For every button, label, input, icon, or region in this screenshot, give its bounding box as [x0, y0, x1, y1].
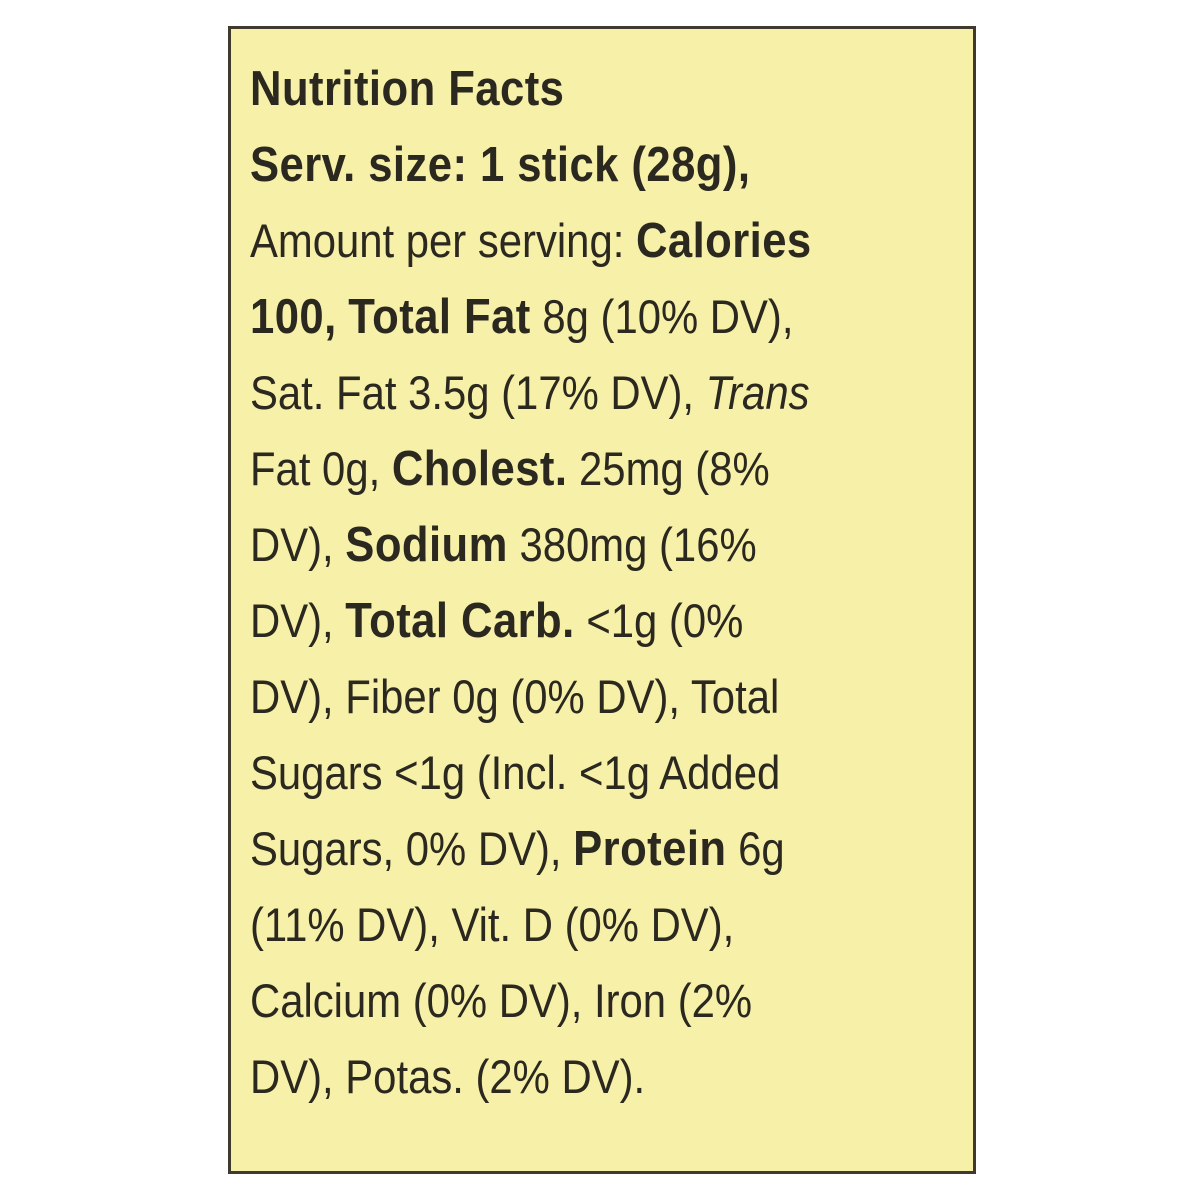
nutrition-facts-title: Nutrition Facts — [250, 62, 565, 116]
calcium-line: Calcium (0% DV), Iron (2% — [250, 963, 884, 1039]
title-line: Nutrition Facts — [250, 51, 884, 127]
sodium-dv-tail: DV), — [250, 594, 346, 647]
calories-value: 100, — [250, 290, 337, 344]
nutrition-facts-text: Nutrition Facts Serv. size: 1 stick (28g… — [250, 29, 884, 1115]
protein-line: Sugars, 0% DV), Protein 6g — [250, 811, 884, 887]
total-fat-line: 100, Total Fat 8g (10% DV), — [250, 279, 884, 355]
trans-label: Trans — [705, 366, 810, 419]
amount-per-serving-line: Amount per serving: Calories — [250, 203, 884, 279]
carb-line: DV), Total Carb. <1g (0% — [250, 583, 884, 659]
nutrition-facts-panel: Nutrition Facts Serv. size: 1 stick (28g… — [228, 26, 976, 1174]
potassium-line: DV), Potas. (2% DV). — [250, 1039, 884, 1115]
vitamin-d-line: (11% DV), Vit. D (0% DV), — [250, 887, 884, 963]
sugars-text: Sugars <1g (Incl. <1g Added — [250, 746, 781, 799]
cholesterol-dv-tail: DV), — [250, 518, 346, 571]
sodium-label: Sodium — [345, 518, 508, 572]
fiber-text: DV), Fiber 0g (0% DV), Total — [250, 670, 780, 723]
potassium-text: DV), Potas. (2% DV). — [250, 1050, 646, 1103]
protein-value: 6g — [726, 822, 785, 875]
cholesterol-label: Cholest. — [391, 442, 568, 496]
sat-fat-line: Sat. Fat 3.5g (17% DV), Trans — [250, 355, 884, 431]
serving-size: Serv. size: 1 stick (28g), — [250, 138, 751, 192]
cholesterol-value: 25mg (8% — [567, 442, 770, 495]
cholesterol-line: Fat 0g, Cholest. 25mg (8% — [250, 431, 884, 507]
trans-fat-value: Fat 0g, — [250, 442, 392, 495]
protein-label: Protein — [573, 822, 727, 876]
added-sugars-value: Sugars, 0% DV), — [250, 822, 574, 875]
total-carb-value: <1g (0% — [574, 594, 744, 647]
sodium-line: DV), Sodium 380mg (16% — [250, 507, 884, 583]
calories-label: Calories — [635, 214, 812, 268]
total-carb-label: Total Carb. — [345, 594, 575, 648]
fiber-line: DV), Fiber 0g (0% DV), Total — [250, 659, 884, 735]
total-fat-value: 8g (10% DV), — [530, 290, 794, 343]
sat-fat: Sat. Fat 3.5g (17% DV), — [250, 366, 706, 419]
calcium-text: Calcium (0% DV), Iron (2% — [250, 974, 753, 1027]
total-fat-label: Total Fat — [348, 290, 531, 344]
sugars-line: Sugars <1g (Incl. <1g Added — [250, 735, 884, 811]
amount-per-serving: Amount per serving: — [250, 214, 636, 267]
vitamin-d-text: (11% DV), Vit. D (0% DV), — [250, 898, 735, 951]
serving-size-line: Serv. size: 1 stick (28g), — [250, 127, 884, 203]
sodium-value: 380mg (16% — [507, 518, 757, 571]
